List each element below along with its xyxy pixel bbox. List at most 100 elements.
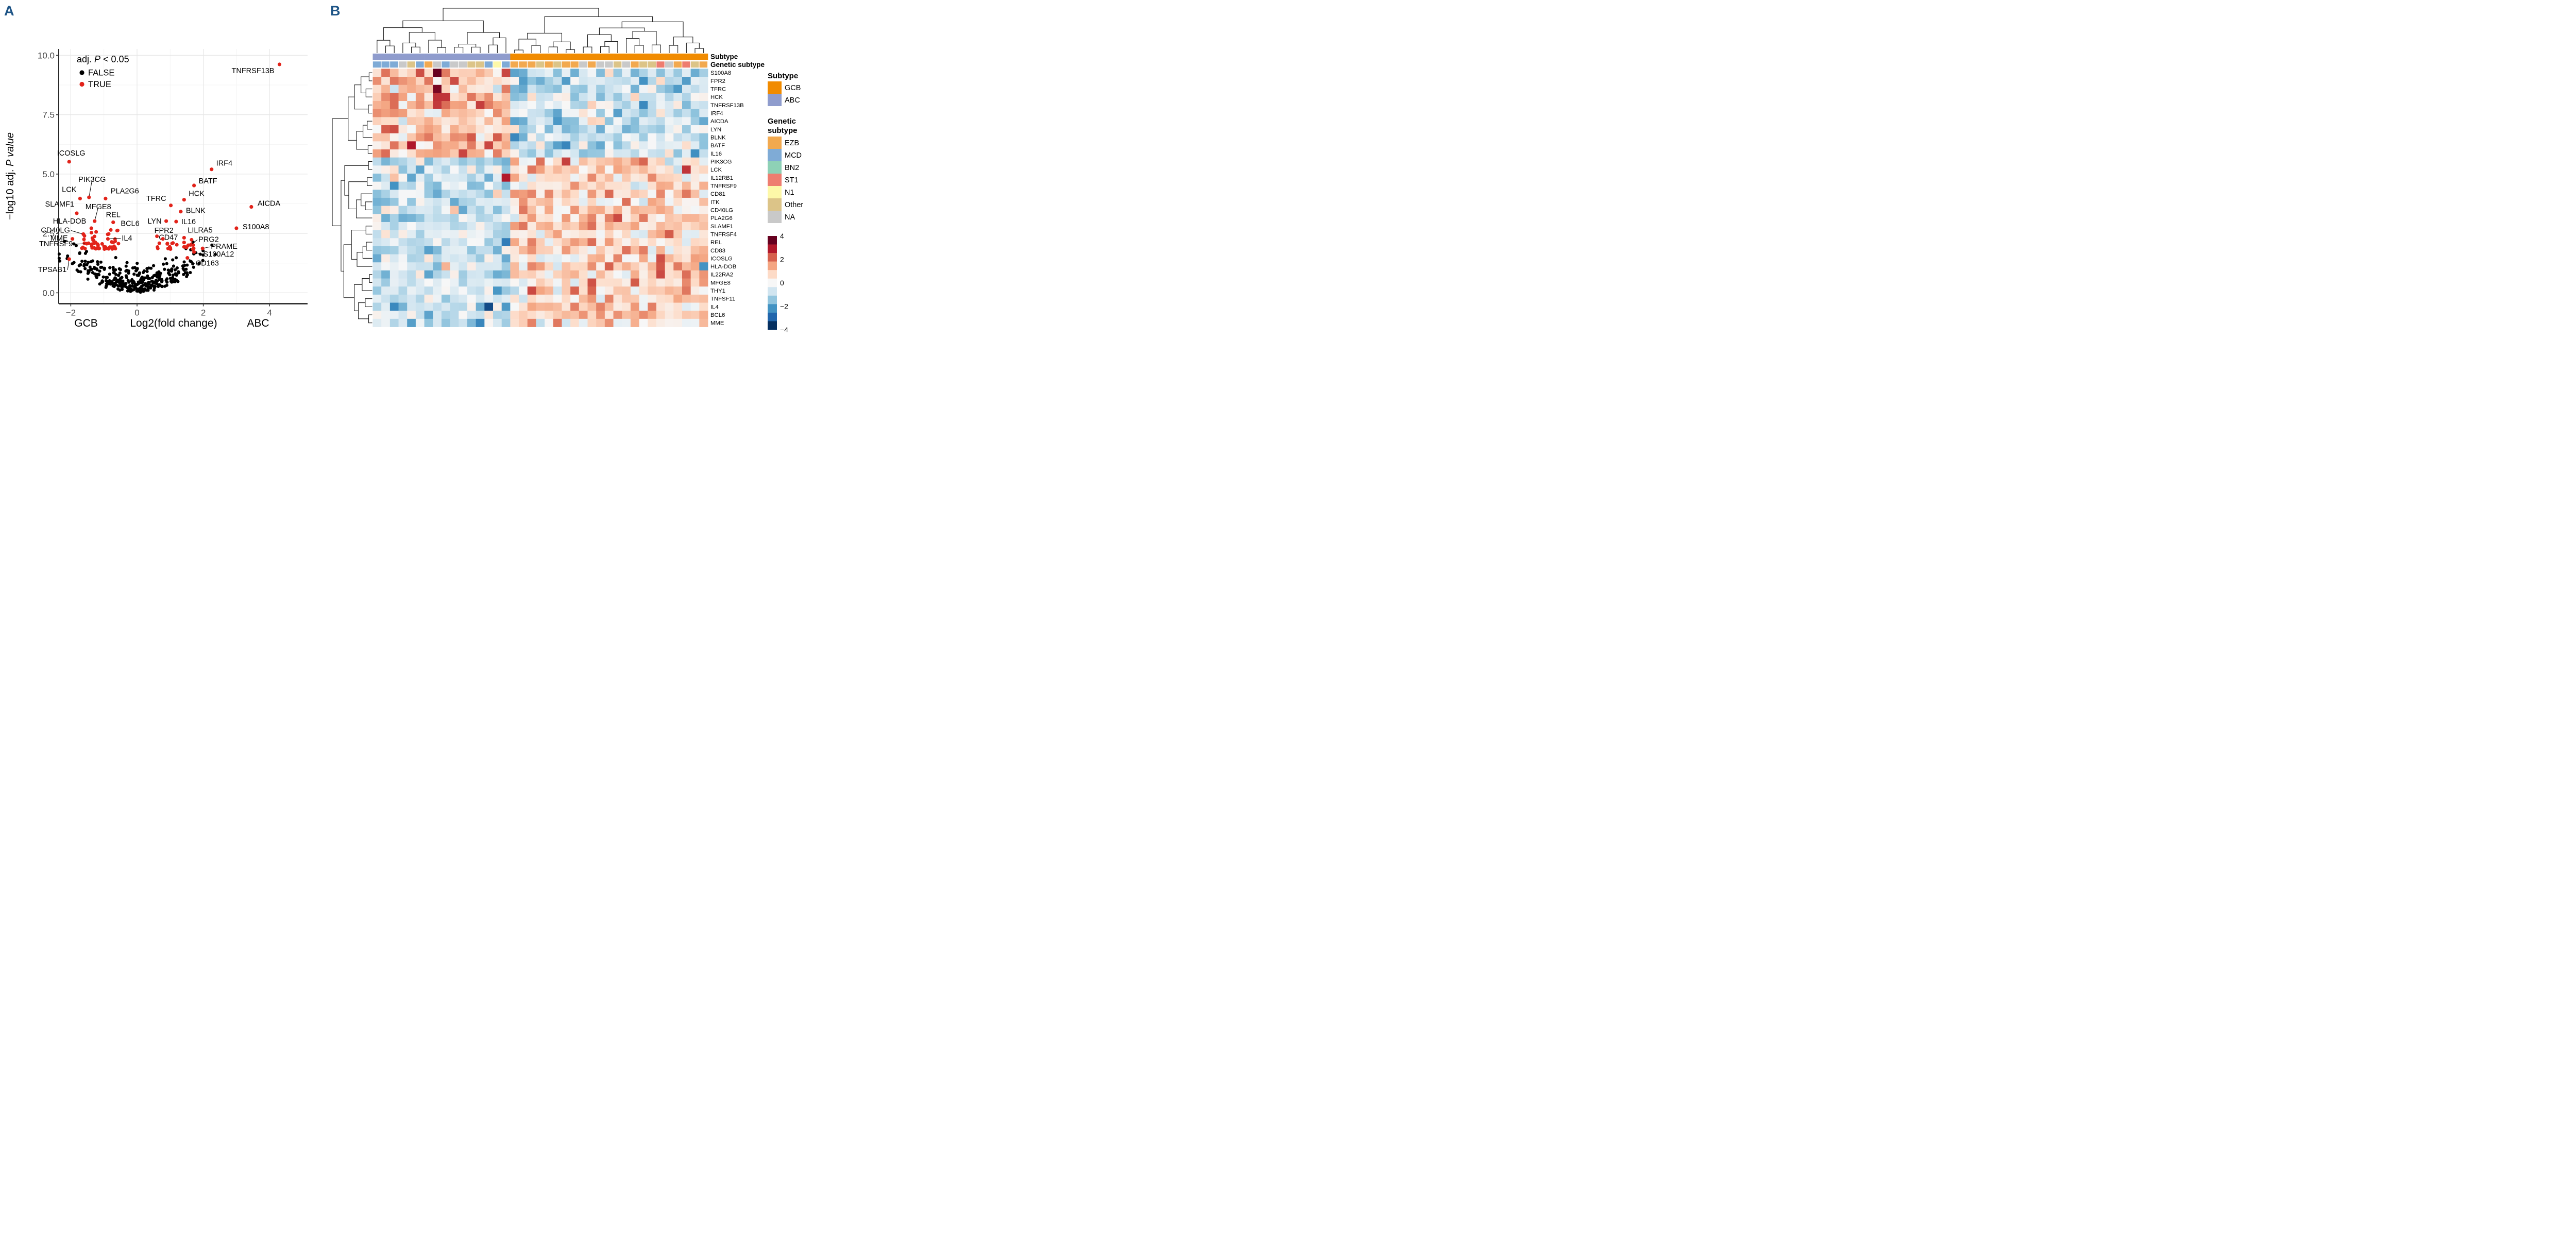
- heatmap-cell: [398, 190, 408, 198]
- heatmap-cell: [562, 190, 571, 198]
- heatmap-cell: [389, 278, 399, 287]
- heatmap-cell: [613, 294, 622, 303]
- heatmap-cell: [699, 93, 708, 101]
- heatmap-cell: [381, 246, 391, 254]
- heatmap-cell: [665, 77, 674, 86]
- subtype-cell: [699, 54, 708, 60]
- heatmap-cell: [656, 311, 666, 319]
- heatmap-cell: [441, 222, 451, 230]
- heatmap-cell: [587, 93, 597, 101]
- heatmap-cell: [536, 311, 545, 319]
- heatmap-cell: [459, 254, 468, 263]
- heatmap-cell: [673, 286, 683, 295]
- gene-label: SLAMF1: [45, 200, 74, 209]
- dendrogram-link: [365, 201, 372, 210]
- heatmap-cell: [639, 149, 648, 158]
- heatmap-cell: [665, 270, 674, 279]
- heatmap-cell: [622, 197, 631, 207]
- heatmap-cell: [484, 318, 494, 327]
- dendrogram-link: [686, 42, 700, 53]
- legend-item-label: TRUE: [88, 80, 111, 89]
- heatmap-cell: [407, 318, 416, 327]
- point-true-labeled: [249, 205, 253, 209]
- heatmap-cell: [484, 77, 494, 86]
- heatmap-cell: [596, 101, 605, 110]
- point-false: [152, 274, 156, 278]
- genetic-subtype-cell: [424, 61, 433, 68]
- heatmap-cell: [545, 165, 554, 174]
- point-true-labeled: [84, 242, 89, 246]
- heatmap-cell: [639, 302, 648, 311]
- heatmap-cell: [639, 318, 648, 327]
- heatmap-cell: [381, 206, 391, 214]
- heatmap-cell: [656, 197, 666, 207]
- heatmap-cell: [424, 206, 433, 214]
- heatmap-cell: [441, 254, 451, 263]
- heatmap-cell: [484, 190, 494, 198]
- heatmap-cell: [433, 125, 442, 134]
- heatmap-cell: [493, 318, 502, 327]
- heatmap-cell: [690, 93, 700, 101]
- point-false: [182, 268, 186, 272]
- colorbar-block: [768, 304, 777, 313]
- dendrogram-link: [383, 27, 422, 41]
- heatmap-cell: [639, 125, 648, 134]
- heatmap-cell: [604, 173, 614, 182]
- heatmap-cell: [510, 286, 519, 295]
- point-false: [146, 276, 150, 280]
- heatmap-cell: [484, 278, 494, 287]
- genetic-subtype-cell: [562, 61, 570, 68]
- heatmap-cell: [656, 157, 666, 166]
- heatmap-cell: [630, 101, 639, 110]
- heatmap-cell: [622, 318, 631, 327]
- point-false: [62, 240, 66, 243]
- point-false: [117, 267, 121, 270]
- gene-label: LILRA5: [188, 226, 212, 234]
- row-label: CD83: [710, 248, 725, 254]
- heatmap-cell: [372, 197, 382, 207]
- dendrogram-link: [673, 37, 693, 46]
- heatmap-cell: [450, 311, 459, 319]
- heatmap-cell: [630, 173, 639, 182]
- heatmap-cell: [596, 286, 605, 295]
- legend-swatch-st1: [768, 174, 782, 186]
- heatmap-cell: [656, 294, 666, 303]
- gene-label: CD40LG: [41, 227, 70, 235]
- heatmap-cell: [604, 278, 614, 287]
- heatmap-cell: [604, 133, 614, 142]
- point-false: [197, 261, 201, 265]
- heatmap-cell: [656, 206, 666, 214]
- point-false: [91, 271, 95, 275]
- point-true: [175, 243, 179, 247]
- heatmap-cell: [467, 286, 477, 295]
- point-true-labeled: [234, 226, 239, 230]
- heatmap-cell: [656, 270, 666, 279]
- colorbar-block: [768, 236, 777, 245]
- heatmap-cell: [467, 173, 477, 182]
- heatmap-cell: [389, 190, 399, 198]
- heatmap-cell: [673, 238, 683, 247]
- heatmap-cell: [699, 246, 708, 254]
- heatmap-cell: [424, 286, 433, 295]
- heatmap-cell: [389, 286, 399, 295]
- heatmap-cell: [699, 181, 708, 190]
- heatmap-cell: [673, 262, 683, 271]
- heatmap-cell: [553, 318, 562, 327]
- heatmap-cell: [389, 262, 399, 271]
- point-false: [192, 265, 195, 269]
- heatmap-cell: [441, 181, 451, 190]
- genetic-subtype-cell: [406, 61, 416, 68]
- dendrogram-link: [348, 96, 357, 141]
- heatmap-cell: [682, 302, 691, 311]
- heatmap-cell: [467, 230, 477, 239]
- heatmap-cell: [545, 311, 554, 319]
- heatmap-cell: [459, 117, 468, 126]
- heatmap-cell: [415, 278, 425, 287]
- heatmap-cells: [372, 69, 708, 327]
- heatmap-cell: [536, 230, 545, 239]
- heatmap-cell: [527, 125, 536, 134]
- heatmap-cell: [613, 101, 622, 110]
- heatmap-cell: [673, 181, 683, 190]
- point-false: [57, 252, 61, 256]
- heatmap-cell: [484, 311, 494, 319]
